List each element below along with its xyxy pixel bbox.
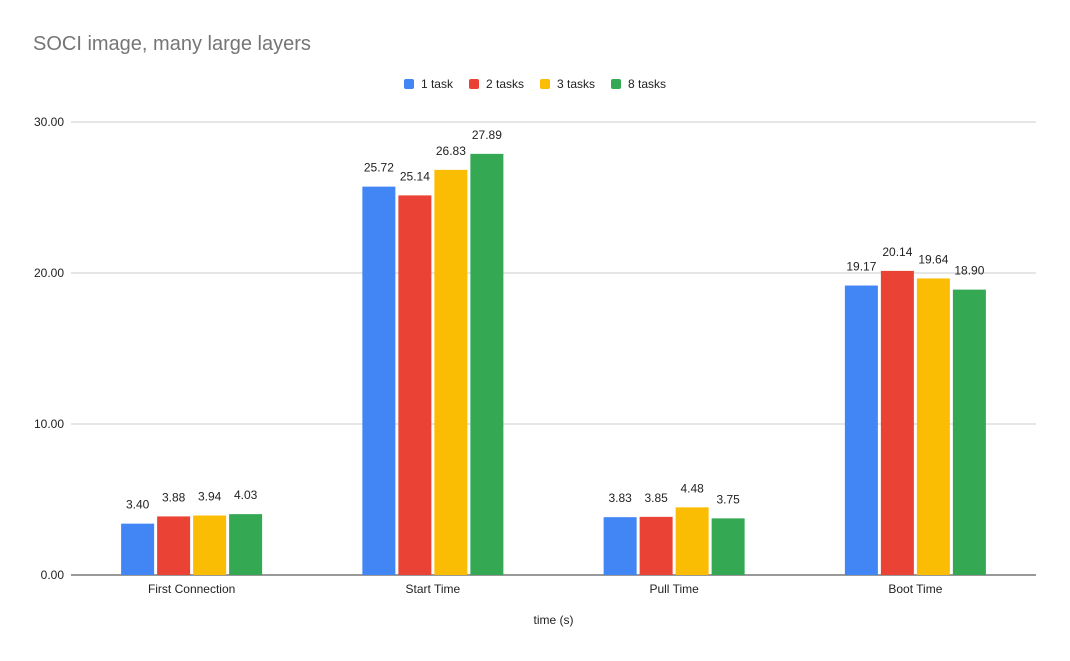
data-label: 3.83 <box>608 491 632 505</box>
bar <box>639 516 673 575</box>
data-label: 4.03 <box>234 488 258 502</box>
bar <box>675 507 709 575</box>
bar <box>434 169 468 575</box>
data-label: 19.64 <box>918 252 948 266</box>
bar <box>711 518 745 575</box>
data-label: 3.40 <box>126 498 150 512</box>
bar <box>952 289 986 575</box>
data-label: 20.14 <box>882 245 912 259</box>
bar <box>398 195 432 576</box>
bar <box>470 153 504 575</box>
bars-layer <box>121 153 986 576</box>
legend-swatch-3-tasks <box>540 79 550 89</box>
x-tick-label: Pull Time <box>649 582 699 596</box>
bar <box>157 516 191 575</box>
legend-item-1-task: 1 task <box>403 77 453 91</box>
legend: 1 task 2 tasks 3 tasks 8 tasks <box>0 77 1070 91</box>
legend-item-3-tasks: 3 tasks <box>540 77 595 91</box>
y-tick-label: 20.00 <box>34 266 64 280</box>
bar <box>880 270 914 575</box>
x-axis-title: time (s) <box>534 613 574 627</box>
data-label: 3.75 <box>716 492 740 506</box>
x-tick-label: Start Time <box>406 582 461 596</box>
bar <box>121 523 155 575</box>
bar <box>844 285 878 575</box>
legend-swatch-2-tasks <box>468 79 479 89</box>
legend-item-8-tasks: 8 tasks <box>611 77 666 91</box>
legend-label-8-tasks: 8 tasks <box>628 77 667 91</box>
legend-label-1-task: 1 task <box>420 77 453 91</box>
data-label: 3.88 <box>162 490 186 504</box>
y-tick-label: 30.00 <box>34 115 64 129</box>
legend-item-2-tasks: 2 tasks <box>468 77 524 91</box>
data-label: 4.48 <box>680 481 704 495</box>
axis-layer: 0.00 10.00 20.00 30.00 First Connection Start… <box>34 115 943 627</box>
legend-label-3-tasks: 3 tasks <box>557 77 596 91</box>
legend-swatch-8-tasks <box>611 79 622 89</box>
labels-layer: 3.40 3.88 3.94 4.03 25.72 25.14 26.83 27.89 3.83… <box>126 128 985 512</box>
bar <box>229 514 263 575</box>
x-tick-label: Boot Time <box>888 582 942 596</box>
data-label: 27.89 <box>472 128 502 142</box>
data-label: 25.14 <box>400 169 430 183</box>
bar <box>603 517 637 575</box>
data-label: 18.90 <box>954 264 984 278</box>
y-tick-label: 0.00 <box>41 568 65 582</box>
legend-label-2-tasks: 2 tasks <box>485 77 524 91</box>
bar <box>193 515 227 575</box>
data-label: 26.83 <box>436 144 466 158</box>
legend-swatch-1-task <box>403 79 414 89</box>
data-label: 3.85 <box>644 491 668 505</box>
chart-title: SOCI image, many large layers <box>33 33 311 55</box>
x-tick-label: First Connection <box>148 582 235 596</box>
data-label: 25.72 <box>364 161 394 175</box>
data-label: 3.94 <box>198 490 222 504</box>
y-tick-label: 10.00 <box>34 417 64 431</box>
data-label: 19.17 <box>846 260 876 274</box>
bar <box>916 278 950 575</box>
bar <box>362 186 396 576</box>
